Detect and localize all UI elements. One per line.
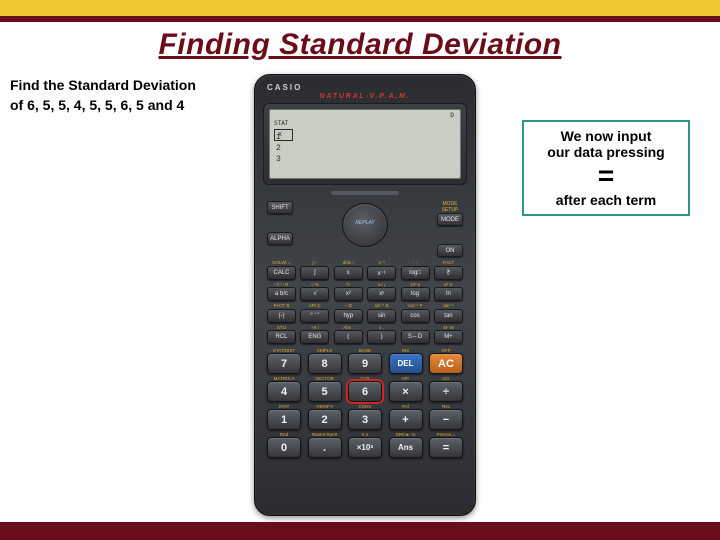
num-button-AC[interactable]: AC bbox=[429, 353, 463, 374]
prompt-line2: of 6, 5, 5, 4, 5, 5, 6, 5 and 4 bbox=[10, 97, 184, 113]
callout-equals: = bbox=[532, 162, 680, 190]
calc-screen-frame: D STAT x 1 2 3 bbox=[263, 103, 467, 185]
dpad-label: REPLAY bbox=[337, 220, 393, 226]
num-button-2[interactable]: 2 bbox=[308, 409, 342, 430]
num-button-6[interactable]: 6 bbox=[348, 381, 382, 402]
slide-top-band bbox=[0, 0, 720, 16]
num-button-5[interactable]: 5 bbox=[308, 381, 342, 402]
problem-prompt: Find the Standard Deviation of 6, 5, 5, … bbox=[10, 76, 250, 115]
mode-legend: MODE SETUP bbox=[437, 201, 463, 213]
fn-button[interactable]: sin bbox=[367, 309, 396, 323]
num-button-1[interactable]: 1 bbox=[267, 409, 301, 430]
fn-button[interactable]: a b/c bbox=[267, 287, 296, 301]
num-button-DEL[interactable]: DEL bbox=[389, 353, 423, 374]
screen-row: 2 bbox=[276, 143, 281, 154]
mode-button[interactable]: MODE bbox=[437, 213, 463, 226]
num-button-Ans[interactable]: Ans bbox=[389, 437, 423, 458]
num-button-[interactable]: ÷ bbox=[429, 381, 463, 402]
fn-button[interactable]: M+ bbox=[434, 330, 463, 344]
fn-button[interactable]: ° ' " bbox=[300, 309, 329, 323]
fn-button[interactable]: ENG bbox=[300, 330, 329, 344]
fn-button[interactable]: cos bbox=[401, 309, 430, 323]
num-button-[interactable]: − bbox=[429, 409, 463, 430]
fn-button[interactable]: hyp bbox=[334, 309, 363, 323]
fn-button[interactable]: tan bbox=[434, 309, 463, 323]
fn-button[interactable]: x² bbox=[334, 287, 363, 301]
slide-top-stripe bbox=[0, 16, 720, 22]
num-button-9[interactable]: 9 bbox=[348, 353, 382, 374]
page-title: Finding Standard Deviation bbox=[0, 28, 720, 62]
fn-button[interactable]: xʸ bbox=[367, 287, 396, 301]
screen-row: 1 bbox=[276, 132, 281, 143]
num-button-[interactable]: = bbox=[429, 437, 463, 458]
prompt-line1: Find the Standard Deviation bbox=[10, 77, 196, 93]
fn-button[interactable]: √ bbox=[300, 287, 329, 301]
calc-screen: D STAT x 1 2 3 bbox=[269, 109, 461, 179]
num-button-3[interactable]: 3 bbox=[348, 409, 382, 430]
calc-hinge bbox=[331, 191, 399, 195]
fn-button[interactable]: ∛ bbox=[434, 266, 463, 280]
num-button-[interactable]: × bbox=[389, 381, 423, 402]
function-button-grid: SOLVE =∫ ⌐d/dx !x⁻¹: ;FACTCALC∫xx⁻¹log□∛… bbox=[267, 260, 463, 344]
num-button-10[interactable]: ×10ˣ bbox=[348, 437, 382, 458]
fn-button[interactable]: log□ bbox=[401, 266, 430, 280]
on-button[interactable]: ON bbox=[437, 244, 463, 257]
slide-bottom-stripe bbox=[0, 522, 720, 540]
fn-button[interactable]: ) bbox=[367, 330, 396, 344]
numeric-button-grid: STAT/DISTCMPLXBASEINSOFF789DELACMATRIX A… bbox=[267, 348, 463, 458]
num-button-7[interactable]: 7 bbox=[267, 353, 301, 374]
calculator: CASIO NATURAL-V.P.A.M. D STAT x 1 2 3 SH… bbox=[254, 74, 476, 516]
fn-button[interactable]: CALC bbox=[267, 266, 296, 280]
fn-button[interactable]: ln bbox=[434, 287, 463, 301]
screen-row: 3 bbox=[276, 154, 281, 165]
fn-button[interactable]: (-) bbox=[267, 309, 296, 323]
fn-button[interactable]: ∫ bbox=[300, 266, 329, 280]
num-button-[interactable]: . bbox=[308, 437, 342, 458]
num-button-0[interactable]: 0 bbox=[267, 437, 301, 458]
alpha-button[interactable]: ALPHA bbox=[267, 232, 293, 245]
fn-button[interactable]: log bbox=[401, 287, 430, 301]
screen-rows: 1 2 3 bbox=[276, 132, 281, 165]
fn-button[interactable]: x⁻¹ bbox=[367, 266, 396, 280]
screen-status: D bbox=[450, 112, 454, 119]
callout-line1: We now input bbox=[532, 128, 680, 144]
fn-button[interactable]: ( bbox=[334, 330, 363, 344]
fn-button[interactable]: S⇔D bbox=[401, 330, 430, 344]
dpad[interactable]: REPLAY bbox=[337, 201, 393, 249]
num-button-8[interactable]: 8 bbox=[308, 353, 342, 374]
fn-button[interactable]: RCL bbox=[267, 330, 296, 344]
callout-line2: our data pressing bbox=[532, 144, 680, 160]
calc-brand: CASIO bbox=[267, 83, 467, 92]
instruction-callout: We now input our data pressing = after e… bbox=[522, 120, 690, 216]
callout-line3: after each term bbox=[532, 192, 680, 208]
shift-button[interactable]: SHIFT bbox=[267, 201, 293, 214]
fn-button[interactable]: x bbox=[334, 266, 363, 280]
num-button-4[interactable]: 4 bbox=[267, 381, 301, 402]
num-button-[interactable]: + bbox=[389, 409, 423, 430]
calc-natural-label: NATURAL-V.P.A.M. bbox=[263, 93, 467, 100]
